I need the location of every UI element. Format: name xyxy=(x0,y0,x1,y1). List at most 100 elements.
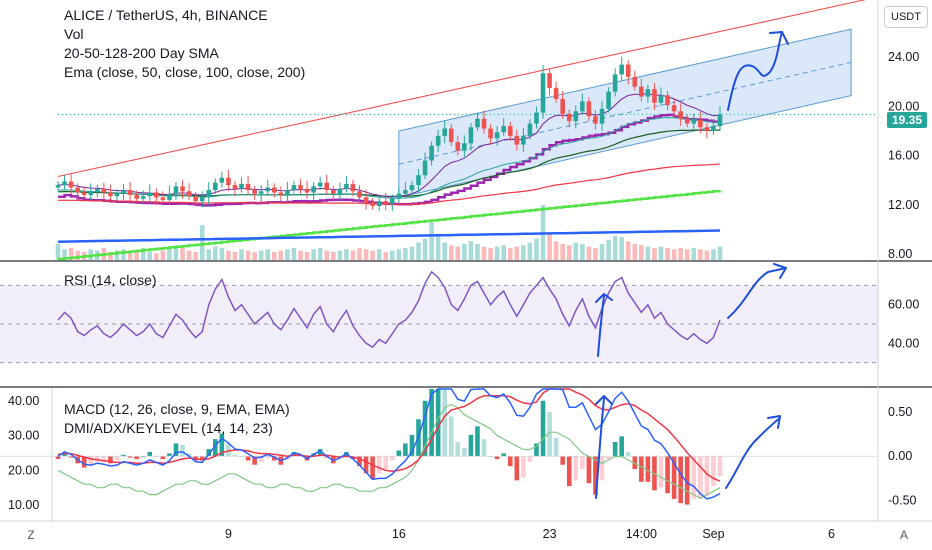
macd-histogram-bar xyxy=(521,456,526,478)
candle-body xyxy=(501,126,506,133)
candle-body xyxy=(62,181,67,186)
macd-histogram-bar xyxy=(455,442,461,457)
macd-histogram-bar xyxy=(698,456,703,499)
macd-histogram-bar xyxy=(468,434,474,457)
price-tick-label: 12.00 xyxy=(888,198,919,212)
macd-histogram-bar xyxy=(560,456,565,465)
macd-histogram-bar xyxy=(173,443,179,457)
candle-body xyxy=(291,185,297,191)
macd-histogram-bar xyxy=(265,456,271,458)
macd-histogram-bar xyxy=(606,456,611,460)
candle-body xyxy=(534,112,539,124)
volume-bar xyxy=(619,237,624,260)
volume-bar xyxy=(652,247,657,260)
macd-tick-label: 0.50 xyxy=(888,405,912,419)
macd-histogram-bar xyxy=(481,439,487,457)
rsi-legend: RSI (14, close) xyxy=(64,272,157,288)
indicator-sma: 20-50-128-200 Day SMA xyxy=(64,45,219,61)
candle-body xyxy=(304,188,310,193)
candle-body xyxy=(75,187,80,193)
candle-body xyxy=(684,118,690,124)
rsi-arrowhead xyxy=(773,263,787,279)
candle-body xyxy=(114,193,120,197)
candle-body xyxy=(665,95,670,106)
volume-bar xyxy=(586,246,592,260)
candle-body xyxy=(252,190,257,194)
adx-line xyxy=(57,403,721,499)
volume-bar xyxy=(521,245,526,260)
time-tick-label: 9 xyxy=(225,527,232,541)
macd-histogram-bar xyxy=(691,456,697,499)
volume-bar xyxy=(547,233,552,260)
candle-body xyxy=(357,191,362,198)
macd-histogram-bar xyxy=(114,456,120,461)
volume-bar xyxy=(416,242,421,260)
candle-body xyxy=(147,192,153,197)
macd-up-arrowhead xyxy=(595,395,613,405)
macd-histogram-bar xyxy=(291,451,297,457)
rsi-up-arrow xyxy=(597,295,605,357)
candle-body xyxy=(383,201,389,204)
dmi-tick-label: 20.00 xyxy=(8,463,39,477)
candle-body xyxy=(475,118,480,128)
candle-body xyxy=(429,145,434,161)
volume-bar xyxy=(658,246,664,260)
rsi-pane[interactable] xyxy=(0,270,878,364)
sma-200-line xyxy=(57,229,721,243)
volume-bar xyxy=(370,250,375,260)
sma-20-line xyxy=(58,113,720,207)
sma-50-line xyxy=(58,190,722,261)
indicator-ema: Ema (close, 50, close, 100, close, 200) xyxy=(64,64,306,80)
timezone-button[interactable]: Z xyxy=(27,528,35,542)
macd-histogram-bar xyxy=(252,456,257,465)
candle-body xyxy=(652,89,657,103)
price-axes: 24.00 20.00 16.00 12.00 8.00 60.00 40.00 0.50 0.… xyxy=(8,50,919,541)
candle-body xyxy=(121,190,126,194)
macd-pane[interactable] xyxy=(0,388,878,505)
auto-scale-button[interactable]: A xyxy=(899,528,908,542)
volume-bar xyxy=(435,235,441,260)
macd-histogram-bar xyxy=(717,456,723,477)
price-pane[interactable] xyxy=(55,0,878,261)
macd-arrow xyxy=(725,417,781,489)
currency-button[interactable]: USDT xyxy=(884,6,928,28)
candle-body xyxy=(593,116,598,124)
macd-histogram-bar xyxy=(494,456,500,460)
macd-histogram-bar xyxy=(553,437,559,457)
candle-body xyxy=(298,185,303,189)
macd-histogram-bar xyxy=(55,456,61,460)
macd-histogram-bar xyxy=(140,456,146,458)
price-tick-label: 16.00 xyxy=(888,149,919,163)
candle-body xyxy=(455,142,461,151)
volume-bar xyxy=(173,245,179,260)
macd-histogram-bar xyxy=(88,456,94,467)
symbol-title: ALICE / TetherUS, 4h, BINANCE xyxy=(64,7,268,23)
candle-body xyxy=(206,190,212,198)
macd-histogram-bar xyxy=(121,454,126,457)
candle-body xyxy=(95,188,100,192)
macd-histogram-bar xyxy=(632,456,638,470)
candle-body xyxy=(272,187,277,193)
macd-histogram-bar xyxy=(658,456,664,488)
candle-body xyxy=(180,186,185,192)
macd-histogram-bar xyxy=(514,456,520,481)
candle-body xyxy=(632,76,638,87)
candle-body xyxy=(521,135,526,145)
macd-histogram-bar xyxy=(665,456,670,494)
candle-body xyxy=(560,99,565,114)
macd-histogram-bar xyxy=(593,456,598,495)
candle-body xyxy=(232,185,238,189)
macd-histogram-bar xyxy=(645,456,651,482)
macd-histogram-bar xyxy=(612,442,618,457)
time-tick-label: 23 xyxy=(543,527,557,541)
macd-histogram-bar xyxy=(429,389,434,457)
volume-bar xyxy=(337,250,343,260)
price-arrow xyxy=(727,31,783,111)
candle-body xyxy=(488,128,493,139)
volume-bar xyxy=(475,243,480,260)
volume-bar xyxy=(114,250,120,260)
macd-histogram-bar xyxy=(389,456,395,461)
candle-body xyxy=(376,201,382,207)
volume-bar xyxy=(403,247,408,260)
